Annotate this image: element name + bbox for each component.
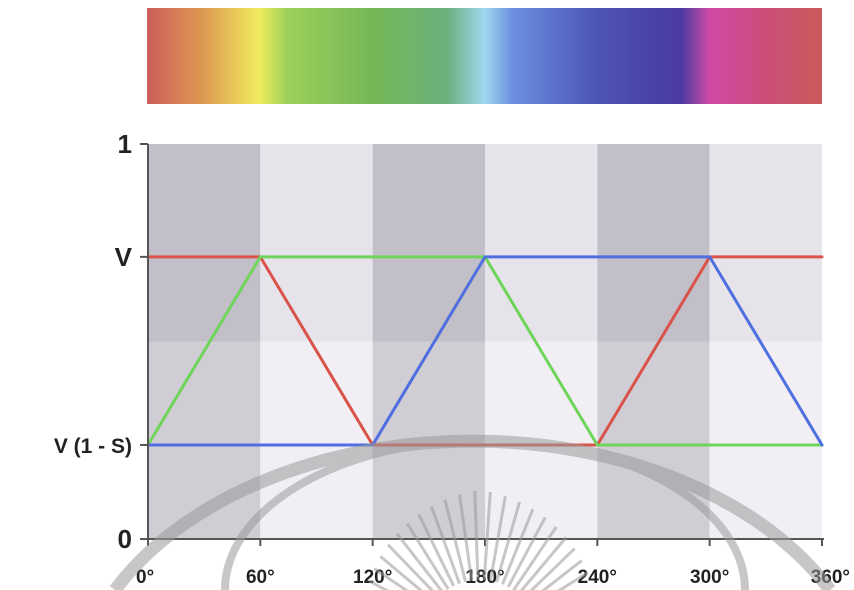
seal-ray: [541, 559, 583, 590]
seal-ray: [386, 543, 434, 590]
x-tick-label: 300°: [690, 567, 729, 588]
seal-rays: [368, 490, 589, 590]
seal-ray: [488, 495, 507, 582]
background-bands: [148, 144, 822, 539]
seal-ray: [430, 506, 461, 585]
seal-ray: [557, 571, 589, 590]
blue-series-line: [146, 255, 824, 447]
seal-ray: [395, 532, 443, 590]
hue-spectrum-bar: [147, 8, 822, 104]
seal-inner-arc: [221, 436, 749, 590]
seal-ray: [406, 522, 450, 590]
seal-ray: [373, 567, 409, 590]
seal-ray: [443, 499, 467, 583]
x-tick-label: 60°: [246, 567, 275, 588]
x-tick-label: 240°: [578, 567, 617, 588]
y-tick-label: 1: [118, 129, 132, 159]
seal-ray: [519, 536, 568, 590]
seal-ray: [482, 491, 492, 581]
band-upper-4: [597, 144, 710, 342]
band-upper-3: [485, 144, 598, 342]
band-upper-0: [148, 144, 261, 342]
seal-watermark: [109, 434, 836, 590]
band-upper-2: [372, 144, 485, 342]
band-lower-4: [597, 341, 710, 539]
seal-ray: [368, 579, 390, 590]
seal-ray: [506, 516, 547, 588]
band-lower-1: [260, 341, 373, 539]
seal-ray: [379, 555, 423, 590]
seal-ray: [417, 513, 456, 587]
seal-ray: [529, 547, 576, 590]
seal-ray: [473, 490, 480, 581]
seal-ray: [501, 508, 535, 585]
x-tick-label: 120°: [353, 567, 392, 588]
x-tick-label: 0°: [136, 567, 154, 588]
band-upper-1: [260, 144, 373, 342]
seal-ray: [495, 501, 522, 583]
y-tick-label: V: [115, 242, 133, 272]
seal-ray: [458, 494, 474, 581]
y-tick-label: V (1 - S): [54, 435, 132, 458]
seal-ray: [512, 526, 558, 590]
band-upper-5: [709, 144, 822, 342]
y-tick-label: 0: [118, 524, 132, 554]
